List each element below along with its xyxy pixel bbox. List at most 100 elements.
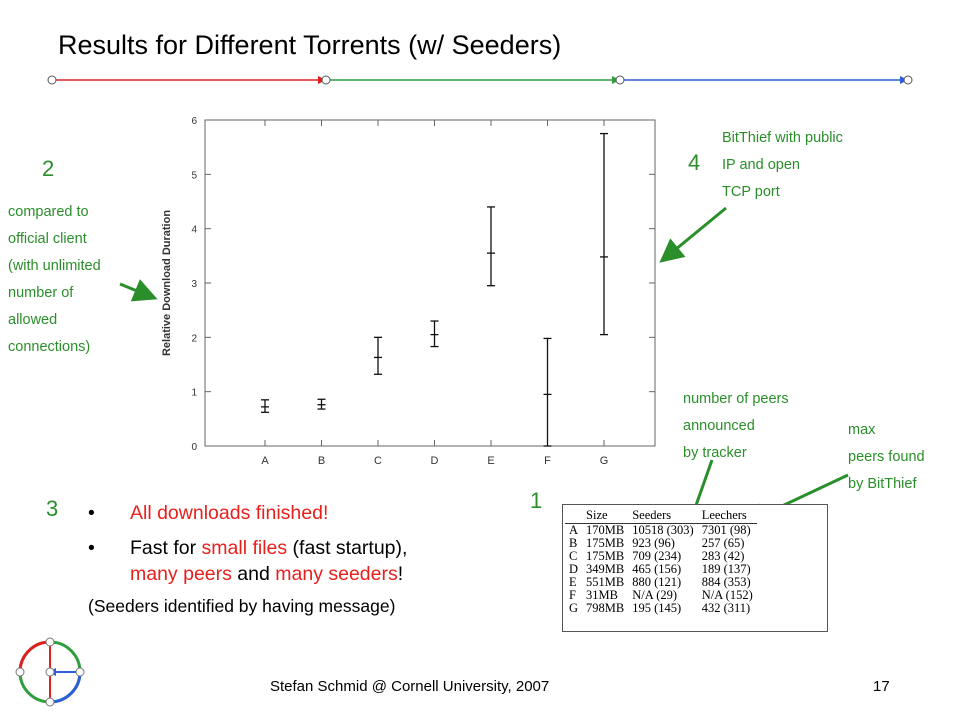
table-cell: E (569, 575, 577, 589)
annotation-line: allowed (8, 312, 58, 328)
table-cell: A (569, 523, 579, 537)
table-cell: C (569, 549, 578, 563)
table-cell: 465 (156) (632, 562, 682, 576)
table-cell: N/A (29) (632, 588, 678, 602)
table-cell: B (569, 536, 578, 550)
table-cell: 195 (145) (632, 601, 682, 615)
table-row: D 349MB 465 (156) 189 (137) (565, 563, 757, 576)
annotation-bitthief: BitThief with public IP and open TCP por… (722, 125, 843, 206)
timeline-node (47, 75, 57, 85)
slide-title: Results for Different Torrents (w/ Seede… (58, 30, 562, 60)
label-number-1: 1 (530, 488, 543, 513)
torrent-table-box: Size Seeders Leechers A 170MB 10518 (303) 730… (562, 504, 828, 632)
table-cell: 175MB (586, 549, 625, 563)
table-cell: 923 (96) (632, 536, 675, 550)
table-row: G 798MB 195 (145) 432 (311) (565, 602, 757, 615)
table-cell: 170MB (586, 523, 625, 537)
x-tick-label: G (600, 455, 609, 467)
annotation-line: max (848, 422, 876, 438)
annotation-line: by BitThief (848, 476, 917, 492)
university-logo (15, 637, 85, 707)
table-header-row: Size Seeders Leechers (565, 508, 757, 524)
bullet-highlight: many seeders (275, 563, 398, 585)
bullet-text: and (231, 563, 276, 585)
annotation-line: by tracker (683, 445, 747, 461)
table-cell: 175MB (586, 536, 625, 550)
y-tick-label: 3 (191, 279, 197, 290)
error-bar-B (317, 398, 326, 410)
annotation-line: compared to (8, 204, 89, 220)
annotation-line: official client (8, 231, 87, 247)
table-cell: 551MB (586, 575, 625, 589)
bullet-text: ! (397, 563, 404, 585)
table-header-cell (565, 508, 583, 524)
bullet-item: • Fast for small files (fast startup), m… (88, 535, 407, 587)
bullet-highlight: small files (201, 537, 288, 559)
timeline-bar (47, 75, 913, 85)
table-header-cell: Seeders (628, 508, 698, 524)
bullet-text: (fast startup), (287, 537, 408, 559)
annotation-peers-announced: number of peers announced by tracker (683, 386, 789, 467)
table-cell: 189 (137) (701, 562, 751, 576)
table-cell: 798MB (586, 601, 625, 615)
table-cell: F (569, 588, 576, 602)
table-cell: 709 (234) (632, 549, 682, 563)
table-cell: N/A (152) (701, 588, 753, 602)
table-cell: 257 (65) (701, 536, 745, 550)
y-tick-label: 1 (191, 388, 197, 399)
seeders-note: (Seeders identified by having message) (88, 596, 396, 616)
table-cell: 880 (121) (632, 575, 682, 589)
table-cell: 10518 (303) (632, 523, 694, 537)
x-tick-label: F (544, 455, 551, 467)
table-row: F 31MB N/A (29) N/A (152) (565, 589, 757, 602)
table-body: A 170MB 10518 (303) 7301 (98) B 175MB 923 (96)… (565, 524, 757, 616)
table-cell: 283 (42) (701, 549, 745, 563)
x-tick-label: D (431, 455, 439, 467)
annotation-max-peers: max peers found by BitThief (848, 417, 925, 498)
slide-footer: Stefan Schmid @ Cornell University, 2007 (270, 678, 550, 695)
y-tick-label: 4 (191, 225, 197, 236)
annotation-line: number of peers (683, 391, 789, 407)
annotation-line: peers found (848, 449, 925, 465)
bullet-dot: • (88, 537, 95, 559)
label-number-3: 3 (46, 496, 59, 521)
table-cell: 7301 (98) (701, 523, 751, 537)
annotation-line: connections) (8, 339, 91, 355)
bullet-dot: • (88, 502, 95, 524)
y-axis-label: Relative Download Duration (161, 210, 173, 356)
bullet-highlight: many peers (130, 563, 232, 585)
page-number: 17 (873, 678, 890, 695)
timeline-node (321, 75, 331, 85)
table-cell: 432 (311) (701, 601, 751, 615)
x-tick-label: C (374, 455, 382, 467)
x-tick-label: B (318, 455, 325, 467)
y-tick-label: 0 (191, 442, 197, 453)
arrow-to-chart-left (119, 279, 158, 302)
y-tick-label: 5 (191, 170, 197, 181)
table-row: C 175MB 709 (234) 283 (42) (565, 550, 757, 563)
error-bar-G (600, 132, 608, 336)
x-tick-label: A (261, 455, 269, 467)
bullet-item: • All downloads finished! (88, 500, 407, 526)
bullet-text: All downloads finished! (130, 502, 329, 524)
x-tick-label: E (487, 455, 494, 467)
annotation-line: announced (683, 418, 755, 434)
error-bar-A (261, 399, 269, 413)
timeline-node (903, 75, 913, 85)
table-row: A 170MB 10518 (303) 7301 (98) (565, 524, 757, 538)
error-bar-D (430, 320, 439, 348)
table-cell: 349MB (586, 562, 625, 576)
plot-frame (204, 119, 656, 447)
annotation-compared: compared to official client (with unlimi… (8, 199, 101, 361)
error-bar-chart: Relative Download Duration 0 1 2 3 4 5 6 A B C D E… (161, 116, 656, 467)
table-header-cell: Size (582, 508, 629, 524)
error-bar-F (543, 337, 552, 447)
y-tick-label: 6 (191, 116, 197, 127)
annotation-line: TCP port (722, 184, 780, 200)
table-cell: 884 (353) (701, 575, 751, 589)
table-cell: G (569, 601, 579, 615)
table-header-cell: Leechers (697, 508, 757, 524)
y-tick-label: 2 (191, 333, 197, 344)
arrow-to-chart-right (659, 206, 727, 263)
error-bar-C (374, 336, 382, 375)
